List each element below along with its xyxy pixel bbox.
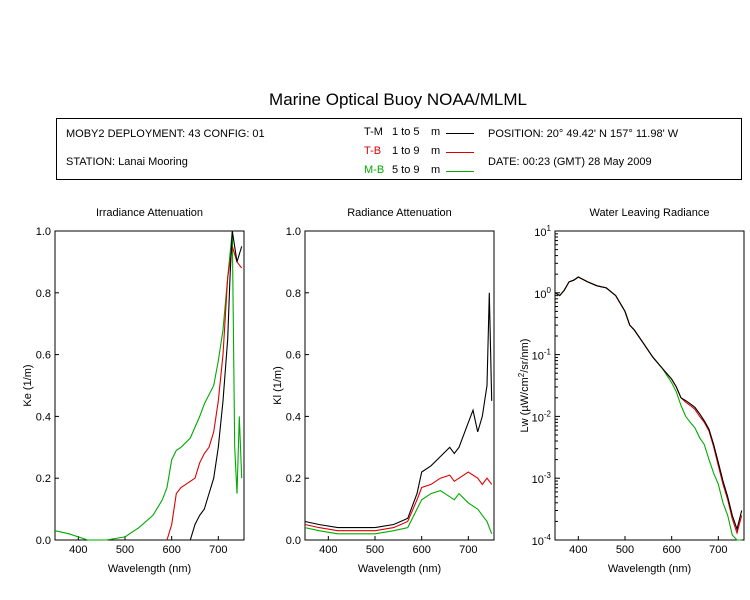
info-box: MOBY2 DEPLOYMENT: 43 CONFIG: 01 STATION:…: [56, 118, 742, 180]
y-tick-label: 0.8: [286, 288, 301, 300]
x-tick-label: 600: [662, 544, 680, 556]
x-tick-label: 500: [366, 544, 384, 556]
legend-unit: m: [431, 145, 441, 157]
legend-range: 1 to 5: [392, 126, 420, 138]
series-line-t-m: [171, 230, 243, 541]
y-tick-label: 0.2: [286, 473, 301, 485]
series-line-m-b: [554, 276, 742, 541]
legend-swatch-m-b: [446, 171, 474, 172]
y-tick-label: 0.2: [36, 473, 51, 485]
series-line-m-b: [304, 489, 493, 535]
y-axis-label: Lw (µW/cm2/sr/nm): [517, 339, 531, 433]
legend-unit: m: [431, 164, 441, 176]
legend-unit: m: [431, 126, 441, 138]
legend-code: T-B: [364, 145, 382, 157]
legend-code: T-M: [364, 126, 383, 138]
date-text: DATE: 00:23 (GMT) 28 May 2009: [488, 156, 652, 168]
x-tick-label: 500: [116, 544, 134, 556]
series-line-m-b: [54, 230, 243, 541]
y-tick-label: 10-4: [532, 533, 552, 548]
y-tick-label: 0.0: [36, 535, 51, 547]
x-tick-label: 500: [616, 544, 634, 556]
y-tick-label: 100: [534, 286, 551, 301]
plot-frame: [304, 230, 495, 541]
x-tick-label: 700: [209, 544, 227, 556]
y-tick-label: 10-1: [532, 348, 552, 363]
x-axis-label: Wavelength (nm): [608, 563, 691, 575]
chart-3: Water Leaving Radiance 400 500 600 700 Wavele…: [517, 207, 745, 575]
series-line-t-m: [304, 292, 493, 529]
y-tick-label: 0.0: [286, 535, 301, 547]
x-tick-label: 400: [319, 544, 337, 556]
legend-range: 1 to 9: [392, 145, 420, 157]
chart-title: Water Leaving Radiance: [589, 207, 709, 219]
legend-code: M-B: [364, 164, 385, 176]
page-title: Marine Optical Buoy NOAA/MLML: [269, 90, 527, 109]
series-line-t-m: [554, 276, 743, 532]
y-tick-label: 10-3: [532, 471, 552, 486]
y-tick-label: 0.8: [36, 288, 51, 300]
x-axis-label: Wavelength (nm): [108, 563, 191, 575]
x-tick-label: 700: [459, 544, 477, 556]
legend-range: 5 to 9: [392, 164, 420, 176]
y-tick-label: 10-2: [532, 409, 552, 424]
x-tick-label: 400: [569, 544, 587, 556]
plot-frame: [54, 230, 245, 541]
position-text: POSITION: 20° 49.42' N 157° 11.98' W: [488, 128, 679, 140]
y-tick-label: 101: [534, 224, 551, 239]
y-tick-label: 0.4: [286, 411, 301, 423]
deployment-text: MOBY2 DEPLOYMENT: 43 CONFIG: 01: [66, 128, 265, 140]
y-tick-label: 1.0: [36, 226, 51, 238]
plot-frame: [554, 230, 745, 541]
x-tick-label: 600: [162, 544, 180, 556]
y-tick-label: 1.0: [286, 226, 301, 238]
x-tick-label: 700: [709, 544, 727, 556]
y-axis-label: Kl (1/m): [272, 366, 284, 405]
y-tick-label: 0.6: [286, 350, 301, 362]
x-tick-label: 400: [69, 544, 87, 556]
series-line-t-b: [554, 276, 743, 535]
y-tick-label: 0.4: [36, 411, 51, 423]
series-line-t-b: [304, 471, 493, 532]
x-axis-label: Wavelength (nm): [358, 563, 441, 575]
chart-2: Radiance Attenuation 400 500 600 700 Waveleng…: [272, 207, 495, 575]
chart-title: Irradiance Attenuation: [96, 207, 203, 219]
chart-1: Irradiance Attenuation 400 500 600 700 Wavele…: [22, 207, 245, 575]
legend-swatch-t-b: [446, 152, 474, 153]
y-axis-label: Ke (1/m): [22, 364, 34, 406]
station-text: STATION: Lanai Mooring: [66, 156, 188, 168]
y-tick-label: 0.6: [36, 350, 51, 362]
legend-swatch-t-m: [446, 133, 474, 134]
series-line-t-b: [166, 246, 243, 541]
chart-title: Radiance Attenuation: [347, 207, 452, 219]
x-tick-label: 600: [412, 544, 430, 556]
